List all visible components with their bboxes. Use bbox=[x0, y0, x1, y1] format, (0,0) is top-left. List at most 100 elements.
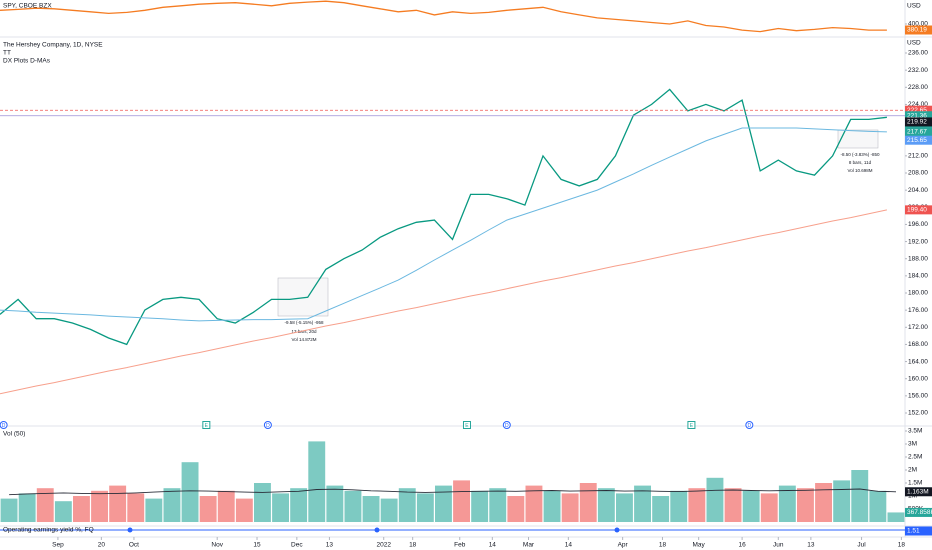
spy-unit: USD bbox=[907, 3, 921, 10]
annotation-text: 13 bars, 20d bbox=[291, 329, 317, 334]
volume-bar bbox=[760, 493, 778, 522]
volume-bar bbox=[254, 483, 271, 522]
volume-bar bbox=[543, 490, 561, 522]
volume-bar bbox=[54, 501, 72, 522]
volume-bar bbox=[73, 496, 90, 522]
volume-bar bbox=[380, 498, 398, 522]
volume-title: Vol (50) bbox=[3, 431, 25, 438]
y-tick-label: 156.00 bbox=[908, 393, 928, 400]
y-tick-label: 208.00 bbox=[908, 170, 928, 177]
volume-bar bbox=[91, 490, 108, 522]
earnings-event bbox=[462, 421, 471, 429]
volume-bar bbox=[235, 498, 253, 522]
event-label: E bbox=[205, 423, 209, 429]
price-line bbox=[0, 209, 888, 395]
volume-bar bbox=[561, 493, 579, 522]
volume-bar bbox=[489, 488, 507, 522]
volume-bar bbox=[272, 493, 289, 522]
volume-bar bbox=[145, 498, 163, 522]
volume-bar bbox=[326, 485, 344, 522]
price-label-box bbox=[905, 526, 932, 536]
volume-bar bbox=[616, 493, 633, 522]
volume-bar bbox=[579, 483, 597, 522]
volume-bar bbox=[815, 483, 832, 522]
yield-dot bbox=[614, 527, 620, 533]
volume-bar bbox=[163, 488, 181, 522]
main-unit: USD bbox=[907, 40, 921, 47]
volume-bar bbox=[869, 490, 887, 522]
price-label-box bbox=[905, 117, 932, 127]
y-tick-label: 184.00 bbox=[908, 273, 928, 280]
price-label: 222.65 bbox=[907, 107, 927, 114]
earnings-event bbox=[202, 421, 211, 429]
y-tick-label: 228.00 bbox=[908, 84, 928, 91]
volume-bar bbox=[453, 480, 470, 522]
x-tick-label: Jun bbox=[773, 542, 784, 549]
volume-bar bbox=[833, 480, 851, 522]
volume-ma bbox=[9, 488, 897, 496]
main-subtitle: TT bbox=[3, 50, 11, 57]
volume-bar bbox=[199, 496, 217, 522]
y-tick-label: 192.00 bbox=[908, 238, 928, 245]
annotation-text: Vol 10.698M bbox=[847, 168, 872, 173]
event-label: D bbox=[2, 423, 6, 429]
annotation-text: -9.58 (-5.15%) -958 bbox=[284, 320, 324, 325]
x-tick-label: 16 bbox=[738, 542, 746, 549]
annotation-text: Vol 14.872M bbox=[291, 337, 316, 342]
volume-bar bbox=[398, 488, 416, 522]
x-tick-label: 18 bbox=[409, 542, 417, 549]
event-label: D bbox=[505, 423, 509, 429]
volume-bar bbox=[435, 485, 452, 522]
price-label-box bbox=[905, 135, 932, 145]
y-tick-label: 164.00 bbox=[908, 358, 928, 365]
volume-bar bbox=[109, 485, 127, 522]
volume-bar bbox=[652, 496, 670, 522]
y-tick-label: 172.00 bbox=[908, 324, 928, 331]
x-tick-label: Mar bbox=[523, 542, 535, 549]
volume-bar bbox=[670, 490, 688, 522]
dividend-event bbox=[502, 421, 511, 429]
earnings-event bbox=[687, 421, 696, 429]
yield-title: Operating earnings yield %, FQ bbox=[3, 527, 94, 534]
x-tick-label: 2022 bbox=[376, 542, 391, 549]
x-tick-label: Jul bbox=[857, 542, 866, 549]
price-label-box bbox=[905, 205, 932, 215]
y-tick-label: 152.00 bbox=[908, 410, 928, 417]
volume-bar bbox=[127, 493, 145, 522]
volume-bar bbox=[887, 512, 905, 522]
volume-bar bbox=[308, 441, 326, 522]
x-tick-label: Nov bbox=[211, 542, 223, 549]
y-tick-label: 224.00 bbox=[908, 101, 928, 108]
measure-box bbox=[277, 277, 329, 317]
y-tick-label: 236.00 bbox=[908, 50, 928, 57]
dividend-event bbox=[263, 421, 272, 429]
spy-title: SPY, CBOE BZX bbox=[3, 3, 52, 10]
y-tick-label: 400.00 bbox=[908, 21, 928, 28]
y-tick-label: 2M bbox=[908, 467, 917, 474]
volume-bar bbox=[471, 490, 489, 522]
volume-bar bbox=[416, 493, 434, 522]
y-tick-label: 196.00 bbox=[908, 221, 928, 228]
volume-bar bbox=[181, 462, 199, 522]
volume-bar bbox=[851, 470, 869, 522]
x-tick-label: Apr bbox=[618, 542, 629, 549]
volume-bar bbox=[362, 496, 380, 522]
y-tick-label: 232.00 bbox=[908, 67, 928, 74]
price-line bbox=[0, 0, 887, 33]
volume-bar bbox=[344, 490, 362, 522]
y-tick-label: 1.5M bbox=[908, 480, 922, 487]
volume-bar bbox=[706, 477, 724, 522]
volume-bar bbox=[290, 488, 308, 522]
study-name: DX Plots D-MAs bbox=[3, 58, 51, 65]
volume-bar bbox=[507, 496, 525, 522]
volume-bar bbox=[0, 498, 18, 522]
volume-bar bbox=[688, 488, 706, 522]
price-label: 219.92 bbox=[907, 119, 927, 126]
price-label-box bbox=[905, 25, 932, 35]
x-tick-label: May bbox=[693, 542, 706, 549]
volume-bar bbox=[797, 488, 814, 522]
y-tick-label: 176.00 bbox=[908, 307, 928, 314]
volume-bar bbox=[724, 488, 742, 522]
